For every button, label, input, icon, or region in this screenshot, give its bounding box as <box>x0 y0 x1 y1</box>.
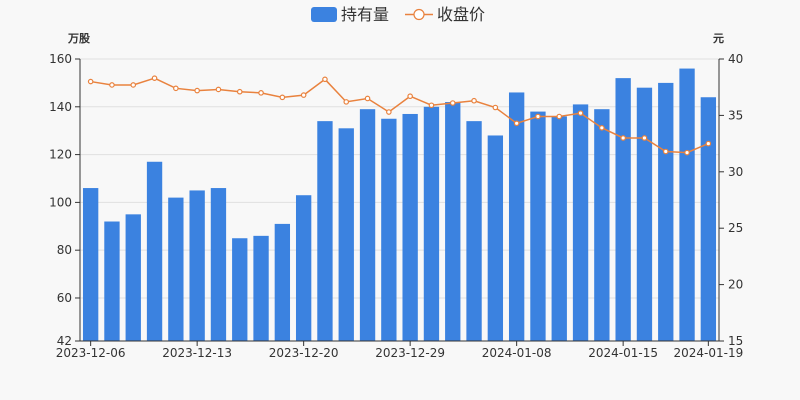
point <box>535 113 541 120</box>
bar <box>146 161 163 341</box>
point <box>173 85 179 92</box>
right-tick-label: 40 <box>728 52 743 66</box>
bar <box>466 121 482 341</box>
x-tick-label: 2023-12-20 <box>269 346 339 360</box>
bar <box>402 113 418 342</box>
bar <box>658 82 674 341</box>
left-tick-label: 60 <box>57 291 72 305</box>
bar <box>445 102 461 341</box>
bar <box>189 190 205 341</box>
left-axis-unit: 万股 <box>67 32 91 45</box>
bar <box>274 223 291 341</box>
left-tick-label: 120 <box>49 148 72 162</box>
point <box>130 82 137 88</box>
point <box>322 76 328 83</box>
bar <box>295 195 312 341</box>
point <box>449 100 456 106</box>
x-tick-label: 2023-12-06 <box>56 346 126 360</box>
legend-label-holdings: 持有量 <box>341 5 389 24</box>
price-line <box>90 77 709 154</box>
point <box>492 104 499 111</box>
right-tick-label: 15 <box>728 334 743 348</box>
line-series <box>87 75 712 156</box>
point <box>258 90 264 96</box>
left-tick-label: 140 <box>49 100 72 114</box>
bar <box>381 118 397 342</box>
point <box>343 99 350 105</box>
bar <box>487 135 504 341</box>
bar <box>232 238 248 341</box>
point <box>599 125 605 131</box>
point <box>215 86 222 93</box>
right-tick-label: 30 <box>728 165 743 179</box>
point <box>428 102 435 109</box>
point <box>641 135 648 141</box>
axes: 42 60 80 100 120 140 160 15 20 25 30 35 40 2023-12-06… <box>49 52 743 360</box>
point <box>300 92 307 98</box>
bar <box>317 121 333 341</box>
legend-label-close-price: 收盘价 <box>437 5 485 24</box>
left-tick-label: 42 <box>57 334 72 348</box>
left-tick-label: 100 <box>49 195 72 209</box>
bar <box>359 109 376 342</box>
point <box>236 88 243 95</box>
bar <box>530 111 546 342</box>
bar-series <box>82 68 717 342</box>
point <box>577 110 584 116</box>
point <box>386 109 392 115</box>
point <box>705 140 712 147</box>
bar <box>572 104 589 342</box>
point <box>194 87 200 94</box>
point <box>87 78 94 85</box>
bar <box>125 214 141 341</box>
point <box>364 95 371 102</box>
right-axis-unit: 元 <box>713 32 724 45</box>
point <box>684 149 690 156</box>
bar <box>700 97 717 341</box>
x-tick-label: 2023-12-29 <box>375 346 445 360</box>
legend-bar-swatch <box>311 7 337 22</box>
bar <box>508 92 525 341</box>
bar <box>168 197 184 341</box>
grid-lines <box>80 58 719 299</box>
bar <box>594 109 610 342</box>
x-tick-label: 2024-01-15 <box>588 346 658 360</box>
bar <box>615 78 631 341</box>
point <box>513 120 520 127</box>
right-tick-label: 25 <box>728 221 743 235</box>
left-tick-label: 80 <box>57 243 72 257</box>
legend[interactable]: 持有量 收盘价 <box>311 5 485 24</box>
bar <box>551 116 567 342</box>
right-tick-label: 35 <box>728 108 743 122</box>
bar <box>210 188 227 341</box>
point <box>109 82 115 88</box>
point <box>556 113 563 120</box>
bar <box>253 235 269 341</box>
x-tick-label: 2023-12-13 <box>162 346 232 360</box>
x-tick-label: 2024-01-19 <box>673 346 743 360</box>
bar <box>679 68 695 341</box>
point <box>620 135 626 141</box>
point <box>407 93 413 100</box>
left-tick-label: 160 <box>49 52 72 66</box>
bar <box>636 87 653 341</box>
legend-line-marker <box>413 8 425 21</box>
point <box>279 94 286 101</box>
point <box>662 148 669 155</box>
x-tick-label: 2024-01-08 <box>482 346 552 360</box>
bar <box>82 188 99 341</box>
bar <box>338 128 354 341</box>
point <box>471 97 477 104</box>
bar <box>104 221 120 341</box>
point <box>151 75 158 81</box>
bar <box>423 106 440 342</box>
right-tick-label: 20 <box>728 278 743 292</box>
